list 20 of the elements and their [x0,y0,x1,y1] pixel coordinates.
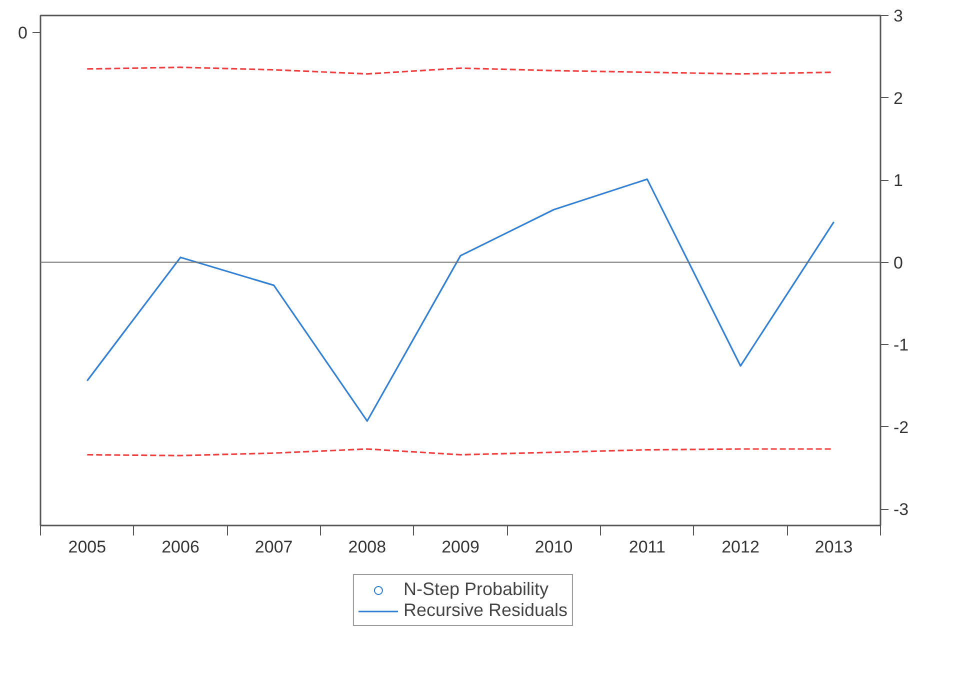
legend-label: Recursive Residuals [403,600,568,621]
x-tick-label: 2009 [442,538,480,556]
y-tick-label: 3 [894,6,903,26]
x-tick-label: 2011 [628,538,666,556]
x-tick-label: 2007 [254,538,293,556]
x-tick-label: 2010 [534,538,573,556]
line-series [86,178,835,422]
y-tick-label: -1 [894,336,909,355]
legend-label: N-Step Probability [403,579,549,600]
y-tick-label: -2 [894,418,909,437]
y-tick-label: -3 [894,500,909,520]
y-tick-label: 0 [894,253,903,272]
x-tick-label: 2008 [348,538,386,556]
x-tick-label: 2012 [722,538,760,556]
x-tick-label: 2006 [162,538,200,556]
text: 0 [18,23,28,42]
y-tick-label: 2 [894,88,903,108]
x-tick-label: 2013 [814,538,853,556]
y-tick-label: 1 [894,171,903,190]
x-tick-label: 2005 [68,538,106,556]
